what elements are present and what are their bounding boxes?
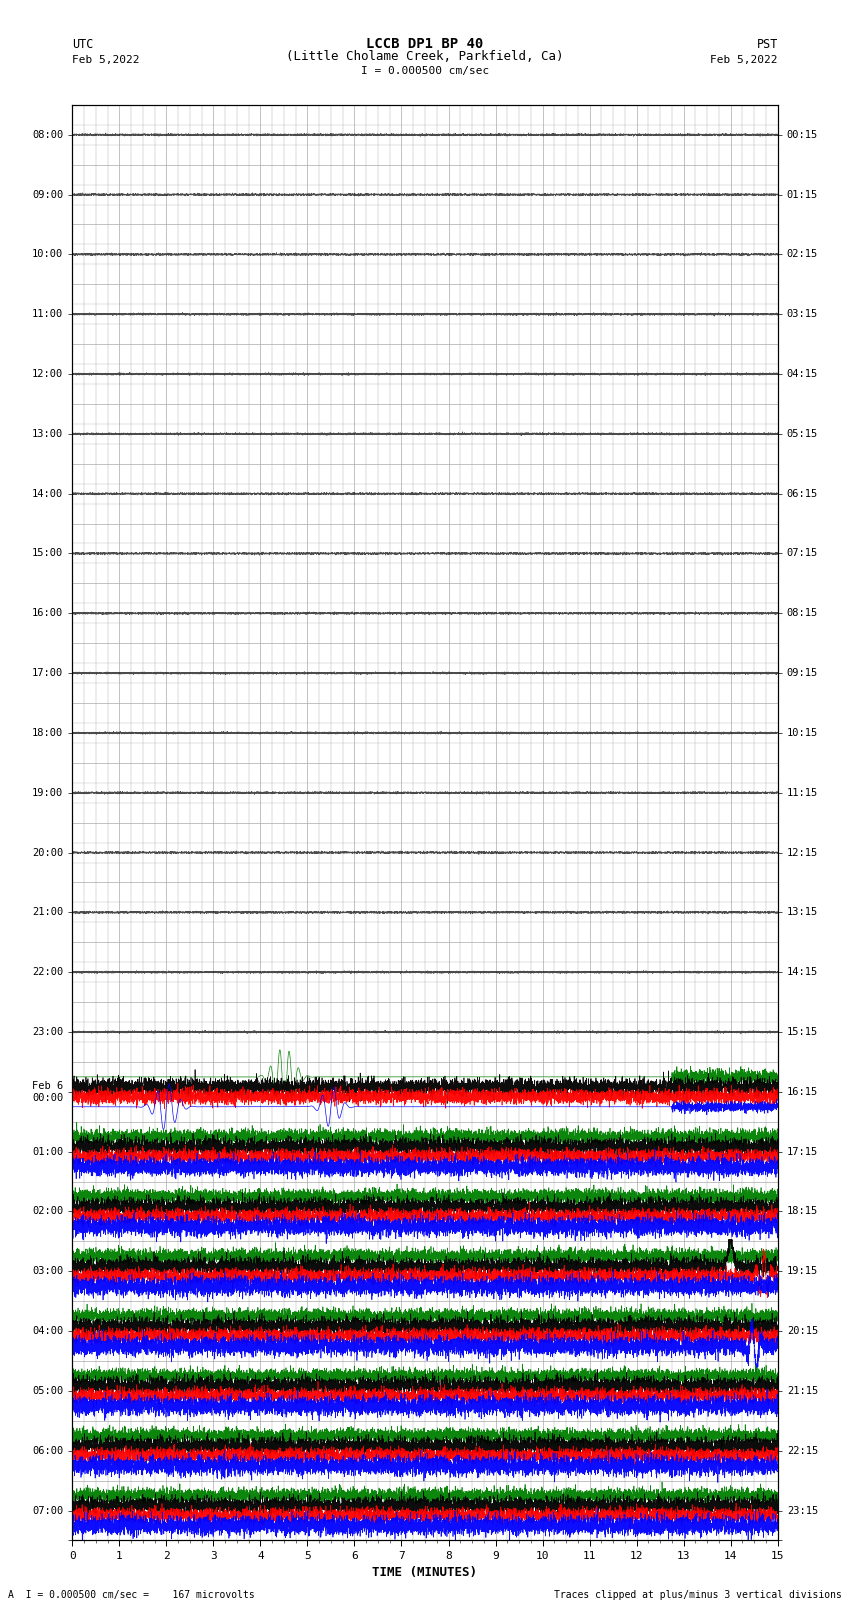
Text: PST: PST <box>756 37 778 50</box>
Text: Traces clipped at plus/minus 3 vertical divisions: Traces clipped at plus/minus 3 vertical … <box>553 1590 842 1600</box>
X-axis label: TIME (MINUTES): TIME (MINUTES) <box>372 1566 478 1579</box>
Text: UTC: UTC <box>72 37 94 50</box>
Text: (Little Cholame Creek, Parkfield, Ca): (Little Cholame Creek, Parkfield, Ca) <box>286 50 564 63</box>
Text: A  I = 0.000500 cm/sec =    167 microvolts: A I = 0.000500 cm/sec = 167 microvolts <box>8 1590 255 1600</box>
Text: LCCB DP1 BP 40: LCCB DP1 BP 40 <box>366 37 484 50</box>
Text: Feb 5,2022: Feb 5,2022 <box>72 55 139 65</box>
Text: Feb 5,2022: Feb 5,2022 <box>711 55 778 65</box>
Text: I = 0.000500 cm/sec: I = 0.000500 cm/sec <box>361 66 489 76</box>
